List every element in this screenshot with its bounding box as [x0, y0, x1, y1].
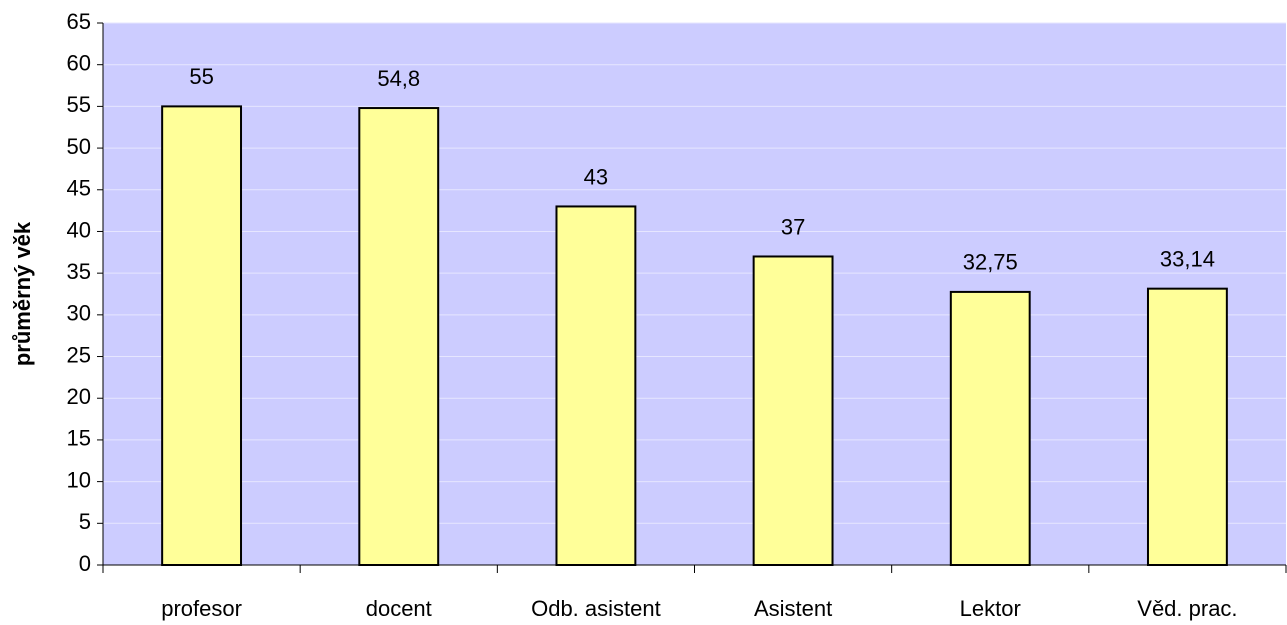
- y-tick-label: 5: [79, 509, 91, 534]
- x-tick-label: docent: [366, 596, 432, 621]
- y-tick-label: 40: [67, 217, 91, 242]
- y-tick-label: 15: [67, 426, 91, 451]
- bar: [555, 205, 637, 566]
- x-tick-label: Věd. prac.: [1137, 596, 1237, 621]
- y-tick-label: 55: [67, 92, 91, 117]
- x-tick-label: profesor: [161, 596, 242, 621]
- value-label: 43: [584, 164, 608, 189]
- bar: [752, 255, 834, 566]
- value-label: 37: [781, 214, 805, 239]
- bar: [1146, 287, 1228, 566]
- value-label: 33,14: [1160, 246, 1215, 271]
- bar: [358, 107, 440, 566]
- y-tick-label: 45: [67, 176, 91, 201]
- x-tick-label: Lektor: [960, 596, 1021, 621]
- y-tick-label: 60: [67, 51, 91, 76]
- value-label: 55: [189, 64, 213, 89]
- bar: [949, 290, 1031, 566]
- value-label: 32,75: [963, 250, 1018, 275]
- y-tick-label: 35: [67, 259, 91, 284]
- y-tick-label: 50: [67, 134, 91, 159]
- y-tick-label: 65: [67, 9, 91, 34]
- y-axis-label: průměrný věk: [10, 221, 35, 366]
- x-tick-label: Odb. asistent: [531, 596, 661, 621]
- plot-area: [103, 23, 1286, 565]
- y-tick-label: 0: [79, 551, 91, 576]
- y-tick-label: 20: [67, 384, 91, 409]
- bar: [161, 105, 243, 566]
- y-tick-label: 25: [67, 342, 91, 367]
- y-tick-label: 30: [67, 301, 91, 326]
- x-tick-label: Asistent: [754, 596, 832, 621]
- value-label: 54,8: [377, 66, 420, 91]
- y-tick-label: 10: [67, 467, 91, 492]
